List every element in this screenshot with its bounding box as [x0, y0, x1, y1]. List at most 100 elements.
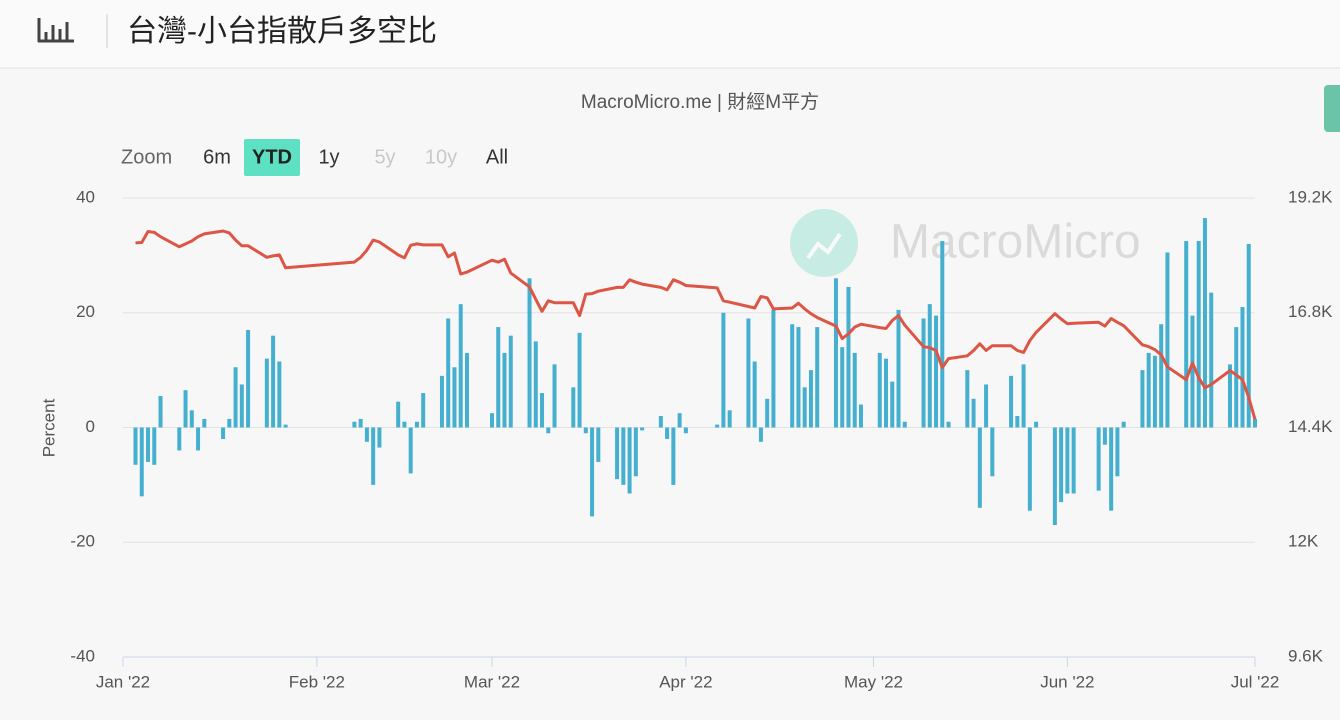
- bar: [508, 335, 513, 428]
- zoom-buttons: 6m YTD 1y 5y 10y All: [203, 139, 508, 176]
- zoom-button[interactable]: All: [486, 146, 508, 168]
- bar: [158, 395, 163, 428]
- bar: [890, 381, 895, 428]
- bar: [771, 309, 776, 428]
- bar: [990, 427, 995, 477]
- bar: [396, 401, 401, 428]
- y2-tick-label: 16.8K: [1288, 302, 1333, 321]
- bar: [1190, 315, 1195, 428]
- x-tick-label: Jun '22: [1040, 672, 1094, 691]
- bar: [552, 364, 557, 428]
- bar: [464, 352, 469, 428]
- bar: [940, 241, 945, 428]
- bar: [1196, 241, 1201, 428]
- bar: [858, 404, 863, 428]
- bar: [233, 367, 238, 428]
- bar: [1246, 243, 1251, 428]
- bar: [533, 341, 538, 428]
- bar: [264, 358, 269, 428]
- bar: [796, 327, 801, 428]
- bar: [146, 427, 151, 462]
- bar: [377, 427, 382, 448]
- bar: [1159, 324, 1164, 428]
- bar: [1096, 427, 1101, 491]
- bar: [671, 427, 676, 485]
- bar: [946, 421, 951, 428]
- bar: [1102, 427, 1107, 445]
- bar: [721, 312, 726, 428]
- bar: [746, 318, 751, 428]
- bar: [846, 286, 851, 428]
- bar: [640, 427, 645, 431]
- bar: [1065, 427, 1070, 494]
- bar: [815, 327, 820, 428]
- bar: [1152, 355, 1157, 428]
- bar: [271, 335, 276, 428]
- bar: [571, 387, 576, 428]
- bar: [627, 427, 632, 494]
- bar: [927, 304, 932, 428]
- y-tick-label: -40: [70, 646, 95, 665]
- bar: [902, 421, 907, 428]
- bar: [446, 318, 451, 428]
- bar: [577, 332, 582, 428]
- bar: [408, 427, 413, 474]
- bar: [984, 384, 989, 428]
- bar: [246, 329, 251, 428]
- chart-icon: [37, 18, 74, 43]
- bar: [496, 327, 501, 428]
- bar: [1071, 427, 1076, 494]
- bar: [458, 304, 463, 428]
- bar: [590, 427, 595, 517]
- x-tick-label: May '22: [844, 672, 903, 691]
- watermark: MacroMicro: [790, 209, 1141, 277]
- line: [135, 229, 1257, 420]
- bar: [183, 390, 188, 428]
- y2-tick-label: 19.2K: [1288, 187, 1333, 206]
- bar: [1227, 364, 1232, 428]
- zoom-label: Zoom: [121, 146, 172, 168]
- page-title: 台灣-小台指散戶多空比: [127, 15, 437, 48]
- bar: [1253, 418, 1257, 428]
- bar: [665, 427, 670, 439]
- bar: [765, 398, 770, 428]
- bar: [677, 413, 682, 428]
- bar: [1021, 364, 1026, 428]
- y-axis-title: Percent: [39, 398, 58, 457]
- bar: [152, 427, 157, 465]
- zoom-button[interactable]: YTD: [252, 146, 292, 168]
- y2-tick-label: 9.6K: [1288, 646, 1324, 665]
- bar: [615, 427, 620, 480]
- bar: [1059, 427, 1064, 503]
- y-tick-label: 0: [86, 417, 95, 436]
- zoom-button[interactable]: 1y: [318, 146, 339, 168]
- bar: [921, 318, 926, 428]
- x-tick-label: Apr '22: [659, 672, 712, 691]
- y-tick-label: 40: [76, 187, 95, 206]
- bar: [852, 352, 857, 428]
- y2-tick-label: 12K: [1288, 532, 1319, 551]
- header-bar: [0, 0, 1340, 68]
- bar: [527, 278, 532, 428]
- bar: [1109, 427, 1114, 511]
- zoom-button: 10y: [425, 146, 457, 168]
- bar: [1015, 416, 1020, 428]
- bar: [1121, 421, 1126, 428]
- bar: [452, 367, 457, 428]
- chart-subtitle: MacroMicro.me | 財經M平方: [581, 91, 819, 113]
- bar: [802, 387, 807, 428]
- side-tab[interactable]: [1324, 85, 1340, 132]
- bar: [877, 352, 882, 428]
- bar: [139, 427, 144, 497]
- bar: [977, 427, 982, 508]
- bar: [283, 424, 288, 428]
- bar: [758, 427, 763, 442]
- bar: [1184, 241, 1189, 428]
- bar: [583, 427, 588, 434]
- bar: [221, 427, 226, 439]
- zoom-button[interactable]: 6m: [203, 146, 231, 168]
- watermark-text: MacroMicro: [890, 216, 1141, 269]
- bar: [352, 421, 357, 428]
- bar: [239, 384, 244, 428]
